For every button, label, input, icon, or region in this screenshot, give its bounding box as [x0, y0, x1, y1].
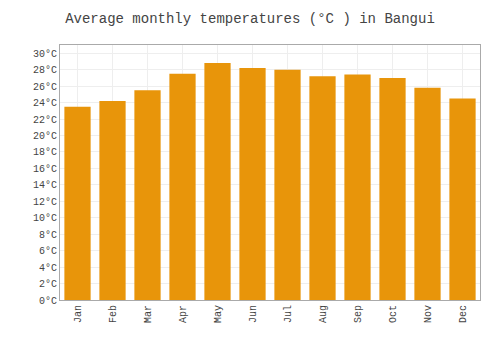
- svg-text:Jun: Jun: [248, 305, 259, 323]
- svg-text:18°C: 18°C: [33, 147, 57, 158]
- svg-text:Dec: Dec: [458, 305, 469, 323]
- svg-text:Feb: Feb: [108, 305, 119, 323]
- svg-text:Mar: Mar: [143, 305, 154, 323]
- svg-text:30°C: 30°C: [33, 49, 57, 60]
- svg-text:24°C: 24°C: [33, 98, 57, 109]
- svg-text:Jan: Jan: [73, 305, 84, 323]
- svg-text:Aug: Aug: [318, 305, 329, 323]
- svg-text:Nov: Nov: [423, 305, 434, 323]
- svg-text:14°C: 14°C: [33, 180, 57, 191]
- svg-text:4°C: 4°C: [39, 263, 57, 274]
- svg-text:Average monthly temperatures (: Average monthly temperatures (°C ) in Ba…: [65, 11, 435, 27]
- svg-text:28°C: 28°C: [33, 65, 57, 76]
- svg-text:12°C: 12°C: [33, 197, 57, 208]
- svg-text:16°C: 16°C: [33, 164, 57, 175]
- svg-text:10°C: 10°C: [33, 213, 57, 224]
- svg-text:Oct: Oct: [388, 305, 399, 323]
- svg-text:Jul: Jul: [283, 305, 294, 323]
- svg-text:Apr: Apr: [178, 305, 189, 323]
- svg-text:20°C: 20°C: [33, 131, 57, 142]
- svg-text:May: May: [213, 305, 224, 323]
- svg-text:Sep: Sep: [353, 305, 364, 323]
- svg-text:8°C: 8°C: [39, 230, 57, 241]
- svg-text:26°C: 26°C: [33, 82, 57, 93]
- svg-text:2°C: 2°C: [39, 279, 57, 290]
- svg-text:6°C: 6°C: [39, 246, 57, 257]
- svg-text:0°C: 0°C: [39, 296, 57, 307]
- svg-text:22°C: 22°C: [33, 115, 57, 126]
